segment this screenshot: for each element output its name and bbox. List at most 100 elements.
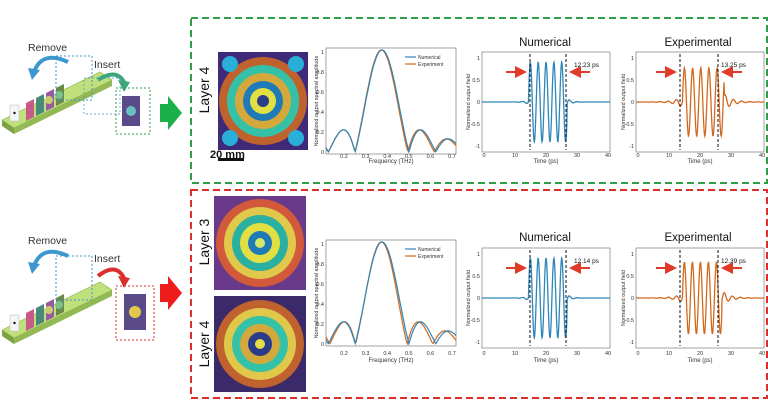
bottom-spectrum-y-tick-5: 1 — [321, 242, 324, 248]
bottom-experimental-y-tick-4: 1 — [631, 252, 634, 258]
bottom-experimental-y-tick-3: 0.5 — [626, 274, 634, 280]
bottom-spectrum-x-tick-3: 0.5 — [405, 351, 413, 357]
top-experimental-ylabel: Normalized output field — [621, 74, 627, 130]
bottom-spectrum-x-tick-2: 0.4 — [383, 351, 391, 357]
bottom-numerical-x-tick-3: 30 — [574, 351, 580, 357]
top-experimental-plot: Experimental Normalized output field Tim… — [621, 37, 765, 165]
bottom-remove-arrow-icon — [32, 249, 69, 267]
bottom-numerical-x-tick-0: 0 — [482, 351, 485, 357]
top-experimental-xticks: 0 10 20 30 40 — [636, 153, 765, 159]
bottom-experimental-xticks: 0 10 20 30 40 — [636, 351, 765, 357]
bottom-inserted-layer-pattern — [129, 306, 141, 318]
bottom-optical-rail — [1, 281, 113, 344]
bottom-insert-arrow-icon — [96, 267, 126, 280]
top-inserted-layer-pattern — [126, 106, 136, 116]
top-numerical-width-label: 12.23 ps — [574, 62, 600, 69]
bottom-numerical-ylabel: Normalized output field — [466, 270, 472, 326]
bottom-spectrum-x-tick-0: 0.2 — [340, 351, 348, 357]
bottom-remove-arrowhead-icon — [28, 262, 40, 274]
bottom-experimental-x-tick-2: 20 — [697, 351, 703, 357]
bottom-spectrum-legend-experiment: Experiment — [418, 254, 444, 260]
top-numerical-x-tick-3: 30 — [574, 153, 580, 159]
top-spectrum-y-tick-0: 0 — [321, 150, 324, 156]
top-experimental-y-tick-2: 0 — [631, 100, 634, 106]
bottom-numerical-plot: Numerical Normalized output field Time (… — [466, 232, 611, 364]
bottom-layer4-phase-mask — [214, 296, 306, 392]
top-insert-label: Insert — [94, 59, 120, 71]
bottom-spectrum-y-tick-2: 0.4 — [316, 302, 324, 308]
bottom-numerical-y-tick-4: 1 — [477, 252, 480, 258]
top-experimental-y-tick-1: -0.5 — [625, 122, 634, 128]
top-spectrum-numerical-curve — [325, 49, 457, 155]
bottom-experimental-x-tick-3: 30 — [728, 351, 734, 357]
bottom-experimental-x-tick-4: 40 — [759, 351, 765, 357]
bottom-spectrum-plot: Normalized output spectral amplitude Fre… — [314, 239, 457, 364]
top-scale-label: 20 mm — [210, 149, 245, 161]
bottom-spectrum-xlabel: Frequency (THz) — [368, 358, 413, 364]
top-experimental-field-curve — [636, 65, 764, 139]
top-optical-rail — [1, 71, 113, 134]
top-experimental-x-tick-4: 40 — [759, 153, 765, 159]
bottom-experimental-yticks: -1 -0.5 0 0.5 1 — [625, 252, 634, 346]
top-layer4-phase-mask — [218, 52, 308, 150]
top-spectrum-plot: Normalized output spectral amplitude Fre… — [314, 47, 457, 165]
top-inserted-layer-outline — [115, 87, 151, 135]
top-spectrum-x-tick-1: 0.3 — [362, 154, 370, 160]
top-numerical-x-tick-0: 0 — [482, 153, 485, 159]
top-remove-label: Remove — [28, 42, 67, 54]
bottom-spectrum-x-tick-1: 0.3 — [362, 351, 370, 357]
top-spectrum-y-tick-5: 1 — [321, 50, 324, 56]
bottom-numerical-title: Numerical — [519, 232, 571, 244]
top-numerical-field-curve — [482, 59, 610, 145]
bottom-experimental-width-label: 12.39 ps — [721, 258, 747, 265]
top-experimental-title: Experimental — [664, 37, 731, 49]
bottom-spectrum-y-tick-1: 0.2 — [316, 322, 324, 328]
top-numerical-yticks: -1 -0.5 0 0.5 1 — [471, 56, 480, 150]
bottom-layer3-phase-mask — [214, 196, 306, 290]
bottom-experimental-ylabel: Normalized output field — [621, 270, 627, 326]
bottom-layer3-label: Layer 3 — [196, 218, 212, 265]
top-numerical-title: Numerical — [519, 37, 571, 49]
bottom-experimental-title: Experimental — [664, 232, 731, 244]
top-spectrum-y-tick-1: 0.2 — [316, 130, 324, 136]
bottom-spectrum-ylabel: Normalized output spectral amplitude — [314, 248, 320, 339]
bottom-setup: Remove Insert — [1, 235, 155, 344]
top-experimental-y-tick-4: 1 — [631, 56, 634, 62]
top-spectrum-x-tick-5: 0.7 — [448, 154, 456, 160]
top-spectrum-x-tick-2: 0.4 — [383, 154, 391, 160]
bottom-spectrum-legend-numerical: Numerical — [418, 247, 441, 253]
bottom-experimental-x-tick-1: 10 — [666, 351, 672, 357]
top-spectrum-x-tick-0: 0.2 — [340, 154, 348, 160]
bottom-experimental-x-tick-0: 0 — [636, 351, 639, 357]
top-panel-frame — [190, 17, 768, 184]
bottom-layer4-label: Layer 4 — [196, 320, 212, 367]
bottom-numerical-x-tick-4: 40 — [605, 351, 611, 357]
top-experimental-x-tick-3: 30 — [728, 153, 734, 159]
bottom-insert-label: Insert — [94, 253, 120, 265]
bottom-numerical-field-curve — [482, 255, 610, 341]
bottom-direction-arrow-icon — [160, 276, 182, 310]
bottom-spectrum-x-tick-4: 0.6 — [427, 351, 435, 357]
top-experimental-yticks: -1 -0.5 0 0.5 1 — [625, 56, 634, 150]
bottom-experimental-plot: Experimental Normalized output field Tim… — [621, 232, 765, 364]
top-experimental-xlabel: Time (ps) — [687, 159, 712, 165]
top-numerical-ylabel: Normalized output field — [466, 74, 472, 130]
top-experimental-x-tick-0: 0 — [636, 153, 639, 159]
top-numerical-x-tick-1: 10 — [512, 153, 518, 159]
bottom-spectrum-x-tick-5: 0.7 — [448, 351, 456, 357]
top-spectrum-legend-numerical: Numerical — [418, 55, 441, 61]
top-spectrum-y-tick-3: 0.6 — [316, 90, 324, 96]
top-insert-path-outline — [83, 77, 121, 115]
top-remove-arrow-icon — [32, 55, 69, 73]
bottom-numerical-x-tick-1: 10 — [512, 351, 518, 357]
bottom-spectrum-y-tick-0: 0 — [321, 342, 324, 348]
bottom-numerical-xticks: 0 10 20 30 40 — [482, 351, 611, 357]
top-numerical-xlabel: Time (ps) — [533, 159, 558, 165]
top-spectrum-y-tick-4: 0.8 — [316, 70, 324, 76]
top-direction-arrow-icon — [160, 96, 182, 130]
bottom-spectrum-numerical-curve — [325, 241, 457, 347]
top-insert-arrowhead-icon — [118, 80, 130, 92]
top-spectrum-yticks: 0 0.2 0.4 0.6 0.8 1 — [316, 50, 324, 156]
bottom-experimental-xlabel: Time (ps) — [687, 358, 712, 364]
